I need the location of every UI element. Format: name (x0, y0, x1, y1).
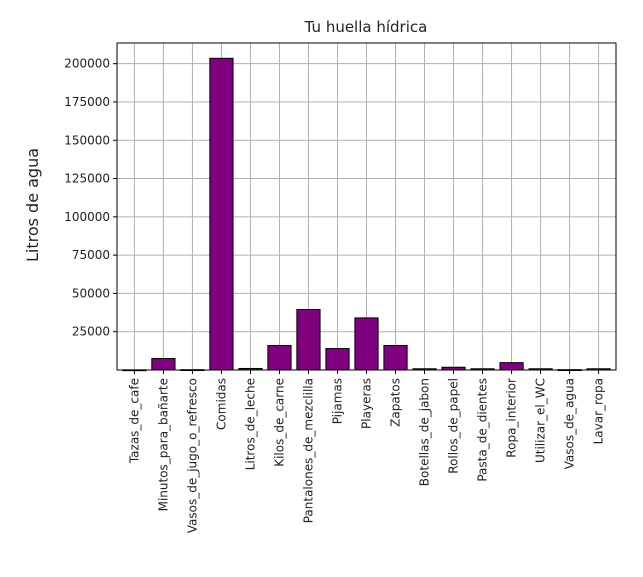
y-tick-label: 100000 (64, 210, 110, 224)
bars (122, 57, 611, 372)
x-tick-label: Minutos_para_bañarte (156, 378, 170, 511)
x-tick-label: Kilos_de_carne (272, 378, 286, 467)
chart-title: Tu huella hídrica (304, 18, 428, 36)
bar-Zapatos (383, 344, 408, 371)
y-tick-label: 175000 (64, 95, 110, 109)
x-tick-label: Pantalones_de_mezclilla (301, 378, 315, 523)
bar-Minutos_para_bañarte (151, 358, 176, 371)
y-tick-label: 125000 (64, 172, 110, 186)
x-tick-label: Lavar_ropa (592, 378, 606, 444)
x-tick-label: Vasos_de_jugo_o_refresco (185, 378, 199, 533)
x-tick-label: Zapatos (389, 378, 403, 427)
x-tick-label: Botellas_de_jabon (418, 378, 432, 486)
x-tick-label: Pijamas (330, 378, 344, 424)
y-tick-labels: 25000 50000 75000 100000 125000 150000 175000 2… (64, 57, 117, 339)
y-tick-label: 50000 (72, 286, 110, 300)
y-tick-label: 75000 (72, 248, 110, 262)
bar-Pantalones_de_mezclilla (296, 309, 321, 371)
y-tick-label: 150000 (64, 133, 110, 147)
bar-Playeras (354, 317, 379, 371)
y-tick-label: 25000 (72, 325, 110, 339)
x-tick-label: Ropa_interior (505, 378, 519, 458)
x-tick-label: Vasos_de_agua (563, 378, 577, 469)
x-tick-label: Tazas_de_cafe (127, 378, 141, 464)
x-tick-label: Litros_de_leche (243, 378, 257, 470)
bar-Ropa_interior (499, 362, 524, 371)
x-tick-label: Utilizar_el_WC (534, 378, 548, 463)
x-tick-label: Pasta_de_dientes (476, 378, 490, 482)
x-tick-labels: Tazas_de_cafe Minutos_para_bañarte Vasos_d… (127, 370, 606, 533)
x-tick-label: Comidas (214, 378, 228, 430)
y-tick-label: 200000 (64, 57, 110, 71)
bar-Comidas (209, 57, 234, 371)
bar-Kilos_de_carne (267, 344, 292, 371)
bar-Pijamas (325, 348, 350, 371)
y-axis-label: Litros de agua (23, 148, 42, 262)
x-tick-label: Rollos_de_papel (447, 378, 461, 474)
x-tick-label: Playeras (360, 378, 374, 429)
